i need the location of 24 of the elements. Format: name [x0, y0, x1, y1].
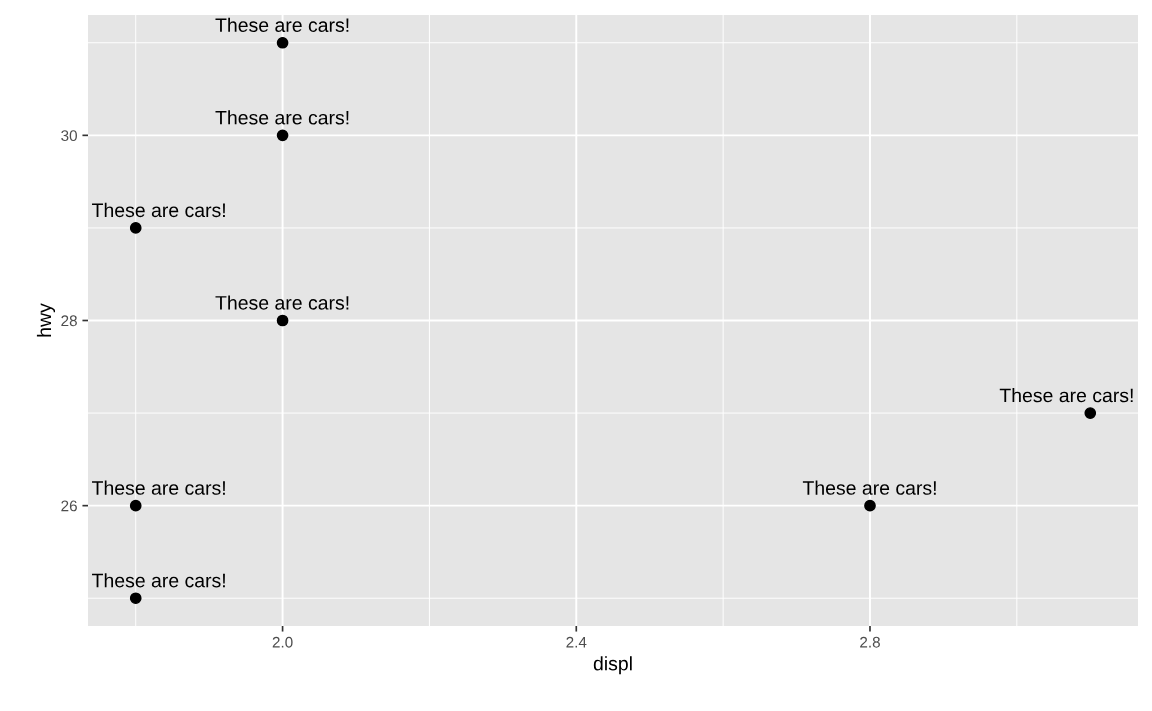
point — [276, 314, 289, 327]
point — [276, 129, 289, 142]
point — [276, 36, 289, 49]
annotation: These are cars! — [92, 573, 225, 588]
point — [129, 222, 142, 234]
y-tick-label: 30 — [61, 130, 77, 142]
x-axis-title: displ — [593, 656, 632, 675]
annotation: These are cars! — [92, 480, 225, 495]
point — [864, 499, 876, 512]
annotation: These are cars! — [92, 202, 225, 218]
y-tick-label: 28 — [61, 315, 77, 327]
y-tick-label: 26 — [61, 500, 77, 512]
point — [129, 499, 142, 512]
annotation: These are cars! — [999, 388, 1133, 403]
annotation: These are cars! — [215, 110, 349, 125]
annotation: These are cars! — [802, 480, 936, 495]
annotation: These are cars! — [215, 295, 349, 310]
x-tick-label: 2.0 — [272, 636, 293, 648]
annotation: These are cars! — [215, 17, 349, 32]
x-tick-label: 2.4 — [566, 636, 587, 648]
point — [1084, 407, 1097, 419]
x-tick-label: 2.8 — [860, 636, 880, 648]
point — [129, 592, 142, 605]
y-axis-title: hwy — [36, 303, 56, 337]
